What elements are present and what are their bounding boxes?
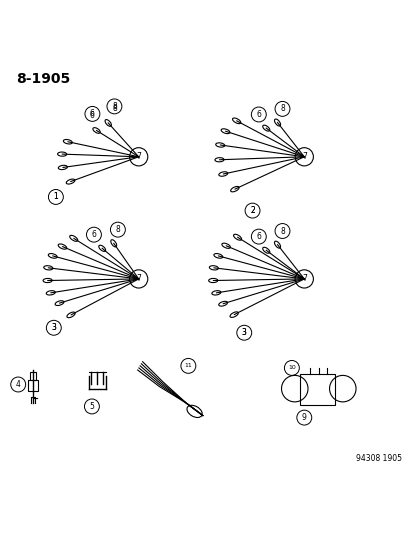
Text: 6: 6: [256, 232, 261, 241]
Bar: [28, 381, 38, 391]
Text: 10: 10: [287, 366, 295, 370]
Text: 6: 6: [256, 110, 261, 119]
Text: 8-1905: 8-1905: [17, 72, 71, 86]
Text: 8: 8: [115, 225, 120, 234]
Text: 3: 3: [51, 324, 56, 332]
Text: 8: 8: [112, 102, 116, 111]
Text: 94308 1905: 94308 1905: [355, 454, 401, 463]
Text: 1: 1: [53, 192, 58, 201]
Text: 1: 1: [53, 192, 58, 201]
Text: 3: 3: [241, 328, 246, 337]
Text: 5: 5: [89, 402, 94, 411]
Text: 8: 8: [280, 227, 284, 236]
Text: 11: 11: [184, 364, 192, 368]
Text: 6: 6: [91, 230, 96, 239]
Text: 6: 6: [90, 109, 95, 118]
Text: 9: 9: [301, 413, 306, 422]
Text: 8: 8: [112, 103, 116, 112]
Bar: [299, 374, 335, 405]
Text: 3: 3: [241, 328, 246, 337]
Text: 6: 6: [90, 111, 95, 120]
Text: 8: 8: [280, 104, 284, 114]
Text: 7: 7: [301, 152, 306, 161]
Text: 3: 3: [51, 324, 56, 332]
Text: 7: 7: [136, 152, 141, 161]
Text: 7: 7: [136, 274, 141, 284]
Bar: [30, 372, 36, 381]
Text: 7: 7: [301, 274, 306, 284]
Text: 4: 4: [16, 380, 21, 389]
Text: 2: 2: [249, 206, 254, 215]
Text: 2: 2: [249, 206, 254, 215]
